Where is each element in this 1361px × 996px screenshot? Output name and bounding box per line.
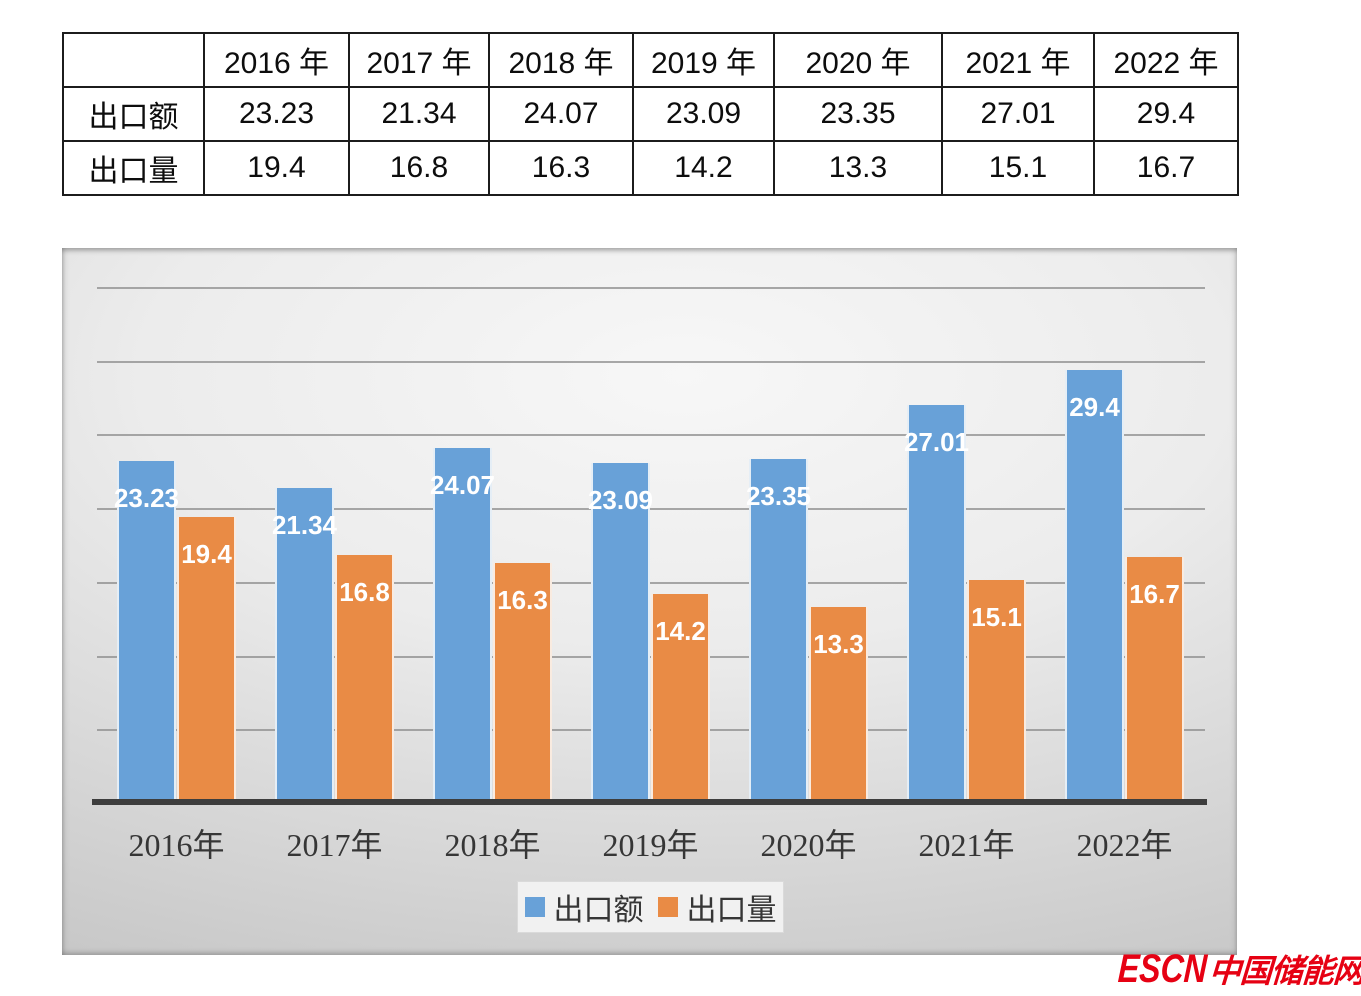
table-cell: 16.8 [348, 140, 490, 196]
bar-label: 23.09 [587, 484, 654, 515]
table-header-row: 2016 年 2017 年 2018 年 2019 年 2020 年 2021 年 2022… [62, 32, 1239, 88]
table-cell: 21.34 [348, 86, 490, 142]
gridline [97, 581, 1205, 584]
bar-export-value-2021年 [907, 404, 966, 803]
bar-export-value-2016年 [117, 460, 176, 803]
table-cell: 13.3 [773, 140, 943, 196]
legend-item: 出口量 [657, 885, 777, 929]
table-row: 出口额 23.23 21.34 24.07 23.09 23.35 27.01 29.4 [62, 86, 1239, 142]
bar-label: 24.07 [429, 470, 496, 501]
legend-item: 出口额 [524, 885, 644, 929]
legend-label: 出口额 [553, 894, 644, 927]
bar-label: 27.01 [903, 426, 970, 457]
table-header-cell: 2020 年 [773, 32, 943, 88]
bar-label: 23.23 [113, 482, 180, 513]
chart-legend: 出口额 出口量 [517, 881, 784, 933]
bar-export-volume-2020年 [809, 606, 868, 803]
table-header-cell: 2021 年 [941, 32, 1095, 88]
table-row: 出口量 19.4 16.8 16.3 14.2 13.3 15.1 16.7 [62, 140, 1239, 196]
table-cell: 16.7 [1093, 140, 1239, 196]
gridline [97, 360, 1205, 363]
legend-swatch-icon [657, 897, 678, 917]
gridline [97, 434, 1205, 437]
bar-export-volume-2017年 [335, 555, 394, 803]
bar-label: 16.8 [339, 577, 390, 608]
x-axis-label: 2020年 [760, 827, 857, 863]
table-corner-cell [62, 32, 205, 88]
table-row-label: 出口额 [62, 86, 205, 142]
gridline [97, 287, 1205, 289]
table-cell: 23.23 [203, 86, 350, 142]
bar-export-volume-2019年 [651, 593, 710, 803]
table-cell: 19.4 [203, 140, 350, 196]
escn-logo: ESCN中国储能网 [1117, 946, 1361, 992]
bar-label: 15.1 [971, 602, 1022, 633]
table-cell: 23.35 [773, 86, 943, 142]
table-header-cell: 2018 年 [488, 32, 634, 88]
gridline [97, 508, 1205, 511]
bar-export-value-2020年 [749, 458, 808, 803]
bar-export-volume-2022年 [1125, 556, 1184, 803]
table-cell: 14.2 [632, 140, 775, 196]
legend-label: 出口量 [686, 894, 777, 927]
table-row-label: 出口量 [62, 140, 205, 196]
x-axis-label: 2017年 [286, 827, 383, 863]
data-table: 2016 年 2017 年 2018 年 2019 年 2020 年 2021 年 2022… [62, 32, 1239, 196]
table-header-cell: 2016 年 [203, 32, 350, 88]
table-cell: 27.01 [941, 86, 1095, 142]
x-axis-label: 2018年 [444, 827, 541, 863]
table-cell: 15.1 [941, 140, 1095, 196]
bar-label: 19.4 [181, 538, 232, 569]
bar-label: 16.7 [1129, 578, 1180, 609]
logo-text-zh: 中国储能网 [1208, 953, 1361, 989]
legend-swatch-icon [524, 897, 545, 917]
table-cell: 29.4 [1093, 86, 1239, 142]
bar-export-value-2018年 [433, 448, 492, 803]
bar-label: 23.35 [745, 480, 812, 511]
logo-text-en: ESCN [1116, 947, 1209, 991]
bar-label: 29.4 [1069, 391, 1120, 422]
bar-label: 13.3 [813, 628, 864, 659]
x-axis-line [92, 799, 1207, 805]
x-axis-label: 2022年 [1076, 827, 1173, 863]
bar-label: 21.34 [271, 510, 338, 541]
bar-export-volume-2018年 [493, 562, 552, 803]
table-body: 2016 年 2017 年 2018 年 2019 年 2020 年 2021 年 2022… [62, 32, 1239, 196]
table-header-cell: 2017 年 [348, 32, 490, 88]
table-header-cell: 2022 年 [1093, 32, 1239, 88]
bar-label: 16.3 [497, 584, 548, 615]
table-header-cell: 2019 年 [632, 32, 775, 88]
bar-label: 14.2 [655, 615, 706, 646]
bar-export-value-2019年 [591, 462, 650, 803]
bar-export-volume-2016年 [177, 516, 236, 803]
table-cell: 16.3 [488, 140, 634, 196]
table-cell: 24.07 [488, 86, 634, 142]
x-axis-label: 2016年 [128, 827, 225, 863]
bar-export-volume-2021年 [967, 580, 1026, 803]
x-axis-label: 2021年 [918, 827, 1015, 863]
x-axis-label: 2019年 [602, 827, 699, 863]
table-cell: 23.09 [632, 86, 775, 142]
bar-export-value-2022年 [1065, 369, 1124, 803]
bar-export-value-2017年 [275, 488, 334, 803]
bar-chart: 23.23 21.34 24.07 23.09 23.35 27.01 29.4 19.4 16… [62, 248, 1237, 955]
